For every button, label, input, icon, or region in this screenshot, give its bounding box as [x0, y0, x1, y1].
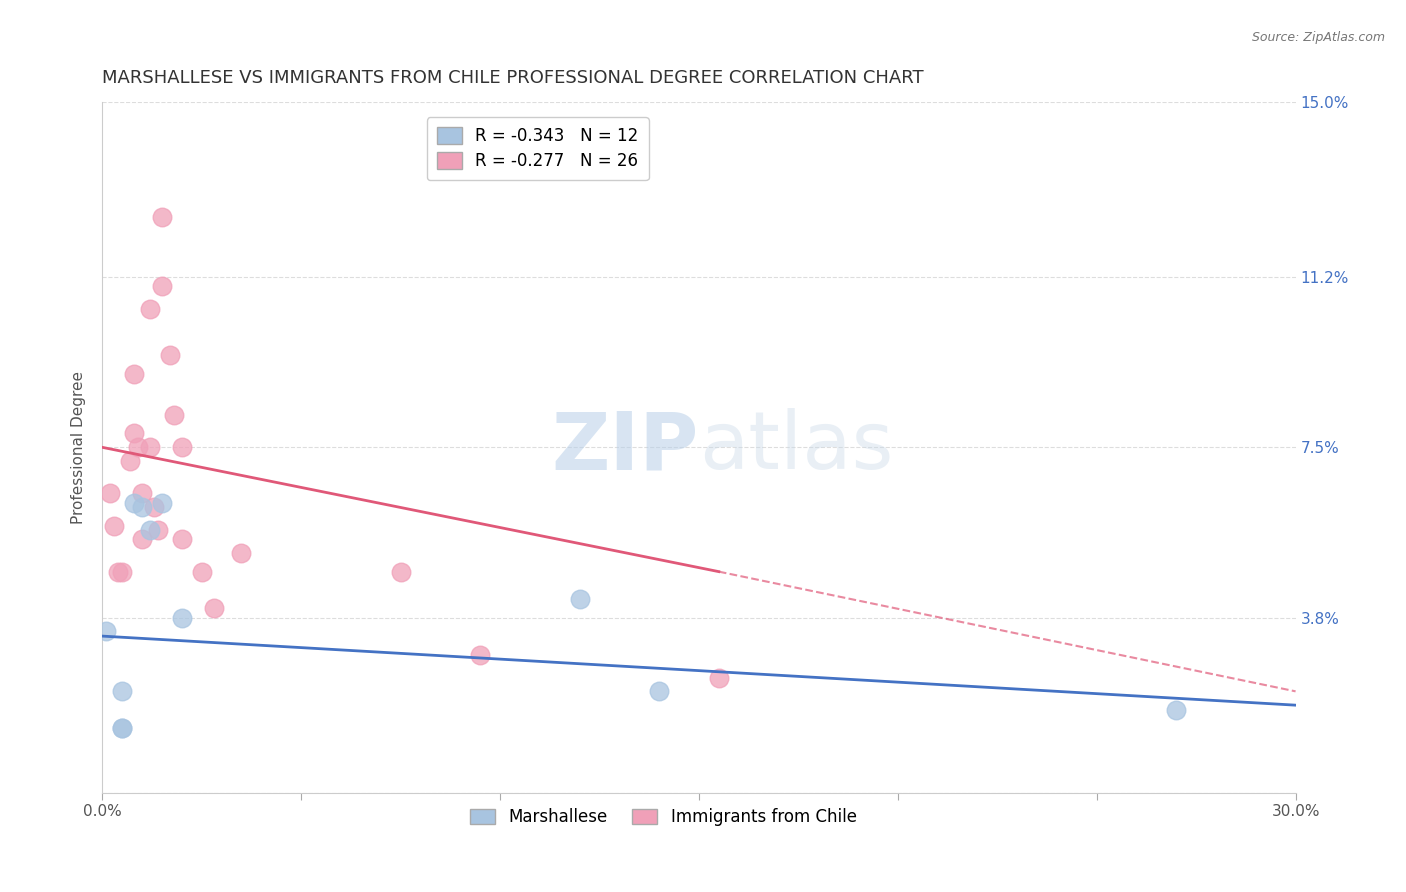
Point [111, 565, 134, 579]
Point [111, 721, 134, 735]
Point [648, 684, 671, 698]
Point [1166, 703, 1188, 717]
Point [98, 486, 121, 500]
Point [468, 648, 491, 662]
Text: MARSHALLESE VS IMMIGRANTS FROM CHILE PROFESSIONAL DEGREE CORRELATION CHART: MARSHALLESE VS IMMIGRANTS FROM CHILE PRO… [103, 69, 924, 87]
Point [111, 721, 134, 735]
Point [96, 624, 118, 639]
Point [150, 279, 173, 293]
Point [139, 523, 162, 537]
Point [122, 495, 145, 509]
Point [139, 302, 162, 317]
Point [707, 671, 730, 685]
Legend: Marshallese, Immigrants from Chile: Marshallese, Immigrants from Chile [463, 801, 863, 832]
Point [131, 500, 153, 515]
Point [170, 440, 193, 454]
Point [190, 565, 212, 579]
Point [389, 565, 412, 579]
Point [170, 610, 193, 624]
Point [163, 408, 186, 422]
Point [150, 495, 173, 509]
Point [131, 486, 153, 500]
Point [107, 565, 129, 579]
Point [159, 348, 181, 362]
Point [202, 601, 225, 615]
Point [131, 533, 153, 547]
Point [231, 546, 253, 560]
Text: atlas: atlas [699, 409, 893, 486]
Point [568, 592, 591, 607]
Point [120, 454, 142, 468]
Point [127, 440, 149, 454]
Point [122, 426, 145, 441]
Point [170, 533, 193, 547]
Point [122, 367, 145, 381]
Y-axis label: Professional Degree: Professional Degree [72, 371, 86, 524]
Text: ZIP: ZIP [551, 409, 699, 486]
Point [139, 440, 162, 454]
Point [142, 500, 165, 515]
Point [146, 523, 169, 537]
Text: Source: ZipAtlas.com: Source: ZipAtlas.com [1251, 31, 1385, 45]
Point [111, 684, 134, 698]
Point [150, 210, 173, 224]
Point [103, 518, 125, 533]
